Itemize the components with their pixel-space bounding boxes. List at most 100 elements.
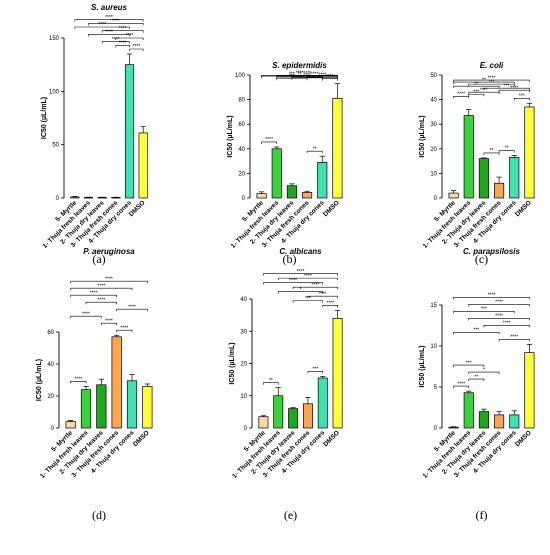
significance-label: **** xyxy=(510,335,518,341)
significance-label: **** xyxy=(105,15,113,21)
panel-caption: (f) xyxy=(476,508,488,522)
bar-5 xyxy=(509,157,520,199)
bar-2 xyxy=(83,197,94,199)
significance-label: **** xyxy=(480,87,488,93)
y-axis-label: IC50 (µL/mL) xyxy=(227,115,234,157)
bar-1 xyxy=(448,192,459,199)
significance-label: **** xyxy=(74,377,82,383)
significance-bracket xyxy=(115,45,130,48)
bar-6 xyxy=(142,386,153,429)
significance-bracket xyxy=(263,273,338,276)
significance-bracket xyxy=(261,74,338,78)
significance-bracket xyxy=(307,295,338,299)
significance-label: **** xyxy=(132,44,140,50)
significance-bracket xyxy=(116,308,148,312)
significance-label: **** xyxy=(112,19,120,25)
x-tick-label: DMSO xyxy=(322,429,341,448)
bar-3 xyxy=(288,408,299,429)
significance-bracket xyxy=(88,34,130,37)
bar-1 xyxy=(448,426,459,429)
significance-label: *** xyxy=(305,296,311,302)
y-tick-label: 50 xyxy=(52,143,59,149)
significance-label: **** xyxy=(119,26,127,32)
significance-label: *** xyxy=(519,93,525,99)
significance-label: **** xyxy=(90,290,98,296)
significance-label: *** xyxy=(312,367,318,373)
significance-label: **** xyxy=(105,318,113,324)
y-tick-label: 0 xyxy=(242,196,246,202)
significance-bracket xyxy=(74,26,130,29)
significance-label: **** xyxy=(265,137,273,143)
y-tick-label: 60 xyxy=(238,122,245,128)
y-tick-label: 0 xyxy=(51,426,55,432)
panel-title: S. aureus xyxy=(91,3,128,12)
y-tick-label: 0 xyxy=(244,426,248,432)
significance-label: **** xyxy=(311,282,319,288)
y-tick-label: 10 xyxy=(430,171,437,177)
bar-4 xyxy=(494,182,505,199)
significance-bracket xyxy=(453,297,530,300)
significance-label: ** xyxy=(490,148,494,154)
y-axis-label: IC50 (µL/mL) xyxy=(419,345,426,387)
y-tick-label: 15 xyxy=(430,303,437,309)
significance-bracket xyxy=(322,304,338,308)
panel-caption: (d) xyxy=(92,508,106,522)
significance-bracket xyxy=(70,315,102,319)
bar-3 xyxy=(97,197,107,199)
significance-bracket xyxy=(468,371,500,375)
significance-label: **** xyxy=(503,321,511,327)
y-axis-label: IC50 (µL/mL) xyxy=(419,115,426,157)
x-tick-label: DMSO xyxy=(132,429,151,448)
significance-bracket xyxy=(261,141,278,144)
bar-6 xyxy=(332,318,343,429)
bar-4 xyxy=(302,403,313,429)
significance-bracket xyxy=(453,95,470,99)
bar-3 xyxy=(286,185,297,199)
bar-4 xyxy=(111,197,121,199)
significance-bracket xyxy=(468,93,485,97)
significance-label: **** xyxy=(457,91,465,97)
significance-label: * xyxy=(483,367,485,373)
bar-2 xyxy=(463,392,474,429)
significance-bracket xyxy=(277,277,338,281)
y-tick-label: 20 xyxy=(240,362,247,368)
y-tick-label: 20 xyxy=(47,394,54,400)
y-tick-label: 10 xyxy=(430,344,437,350)
y-tick-label: 40 xyxy=(430,98,437,104)
significance-label: **** xyxy=(488,293,496,299)
bar-6 xyxy=(332,98,343,199)
panel-caption: (e) xyxy=(284,508,297,522)
significance-bracket xyxy=(453,332,500,335)
y-tick-label: 0 xyxy=(434,426,438,432)
y-tick-label: 150 xyxy=(49,36,60,42)
significance-bracket xyxy=(468,318,530,321)
significance-label: *** xyxy=(289,71,295,77)
significance-label: **** xyxy=(311,72,319,78)
y-tick-label: 20 xyxy=(430,147,437,153)
x-tick-label: DMSO xyxy=(514,199,533,218)
bar-1 xyxy=(70,196,80,199)
significance-bracket xyxy=(101,30,144,33)
significance-bracket xyxy=(85,301,117,305)
significance-bracket xyxy=(70,294,117,298)
significance-bracket xyxy=(513,97,530,101)
significance-label: **** xyxy=(495,314,503,320)
significance-label: **** xyxy=(128,304,136,310)
panel-title: C. albicans xyxy=(279,247,322,256)
significance-label: **** xyxy=(457,381,465,387)
bar-6 xyxy=(524,352,535,429)
panel-caption: (c) xyxy=(475,252,488,266)
bar-2 xyxy=(463,115,474,199)
y-tick-label: 40 xyxy=(240,297,247,303)
bar-5 xyxy=(124,64,135,199)
significance-label: **** xyxy=(120,325,128,331)
significance-label: **** xyxy=(105,30,113,36)
significance-bracket xyxy=(115,37,144,40)
significance-bracket xyxy=(101,41,130,44)
